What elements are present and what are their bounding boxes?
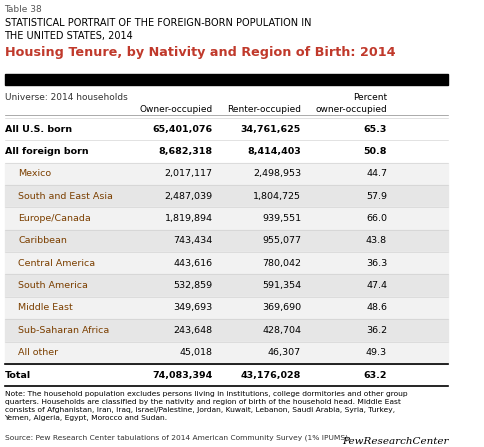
Bar — [4, 274, 448, 297]
Text: 44.7: 44.7 — [366, 169, 387, 178]
Text: All foreign born: All foreign born — [4, 147, 88, 156]
Text: 36.3: 36.3 — [366, 259, 387, 268]
Text: 780,042: 780,042 — [262, 259, 301, 268]
Text: 49.3: 49.3 — [366, 348, 387, 357]
Text: STATISTICAL PORTRAIT OF THE FOREIGN-BORN POPULATION IN
THE UNITED STATES, 2014: STATISTICAL PORTRAIT OF THE FOREIGN-BORN… — [4, 18, 311, 41]
Text: 65.3: 65.3 — [363, 125, 387, 134]
Text: 1,819,894: 1,819,894 — [165, 214, 213, 223]
Text: Central America: Central America — [18, 259, 95, 268]
Text: 57.9: 57.9 — [366, 192, 387, 201]
Text: 532,859: 532,859 — [174, 281, 213, 290]
Text: Percent
owner-occupied: Percent owner-occupied — [316, 93, 387, 114]
Text: 2,017,117: 2,017,117 — [165, 169, 213, 178]
Text: Middle East: Middle East — [18, 304, 73, 312]
Text: 349,693: 349,693 — [174, 304, 213, 312]
Bar — [4, 319, 448, 342]
Text: 955,077: 955,077 — [262, 236, 301, 245]
Bar — [4, 297, 448, 319]
Text: 8,682,318: 8,682,318 — [159, 147, 213, 156]
Text: 63.2: 63.2 — [363, 371, 387, 380]
Text: 443,616: 443,616 — [174, 259, 213, 268]
Text: 743,434: 743,434 — [174, 236, 213, 245]
Text: Housing Tenure, by Nativity and Region of Birth: 2014: Housing Tenure, by Nativity and Region o… — [4, 46, 395, 59]
Text: 2,487,039: 2,487,039 — [165, 192, 213, 201]
Text: 36.2: 36.2 — [366, 326, 387, 335]
Bar — [4, 163, 448, 185]
Text: 369,690: 369,690 — [262, 304, 301, 312]
Text: 939,551: 939,551 — [262, 214, 301, 223]
Text: 47.4: 47.4 — [366, 281, 387, 290]
Bar — [4, 230, 448, 252]
Text: 8,414,403: 8,414,403 — [247, 147, 301, 156]
Text: Source: Pew Research Center tabulations of 2014 American Community Survey (1% IP: Source: Pew Research Center tabulations … — [4, 434, 348, 441]
Text: 50.8: 50.8 — [363, 147, 387, 156]
Text: Universe: 2014 households: Universe: 2014 households — [4, 93, 127, 101]
Text: 45,018: 45,018 — [180, 348, 213, 357]
Text: 46,307: 46,307 — [268, 348, 301, 357]
Bar — [4, 207, 448, 230]
Text: South and East Asia: South and East Asia — [18, 192, 113, 201]
Text: 34,761,625: 34,761,625 — [241, 125, 301, 134]
Text: South America: South America — [18, 281, 88, 290]
Bar — [4, 252, 448, 274]
Text: 74,083,394: 74,083,394 — [152, 371, 213, 380]
Text: Owner-occupied: Owner-occupied — [139, 105, 213, 114]
Text: 428,704: 428,704 — [262, 326, 301, 335]
Text: Europe/Canada: Europe/Canada — [18, 214, 91, 223]
Bar — [4, 342, 448, 364]
Text: 1,804,725: 1,804,725 — [253, 192, 301, 201]
Bar — [4, 74, 448, 85]
Text: 591,354: 591,354 — [262, 281, 301, 290]
Text: 48.6: 48.6 — [366, 304, 387, 312]
Text: 43,176,028: 43,176,028 — [241, 371, 301, 380]
Text: 2,498,953: 2,498,953 — [253, 169, 301, 178]
Text: Caribbean: Caribbean — [18, 236, 67, 245]
Bar — [4, 185, 448, 207]
Text: All U.S. born: All U.S. born — [4, 125, 72, 134]
Text: Renter-occupied: Renter-occupied — [227, 105, 301, 114]
Text: Total: Total — [4, 371, 30, 380]
Text: Sub-Saharan Africa: Sub-Saharan Africa — [18, 326, 109, 335]
Text: 243,648: 243,648 — [174, 326, 213, 335]
Text: PewResearchCenter: PewResearchCenter — [342, 437, 448, 446]
Text: All other: All other — [18, 348, 58, 357]
Text: Note: The household population excludes persons living in institutions, college : Note: The household population excludes … — [4, 391, 407, 421]
Text: 43.8: 43.8 — [366, 236, 387, 245]
Text: 66.0: 66.0 — [366, 214, 387, 223]
Text: 65,401,076: 65,401,076 — [152, 125, 213, 134]
Text: Mexico: Mexico — [18, 169, 51, 178]
Text: Table 38: Table 38 — [4, 5, 42, 14]
